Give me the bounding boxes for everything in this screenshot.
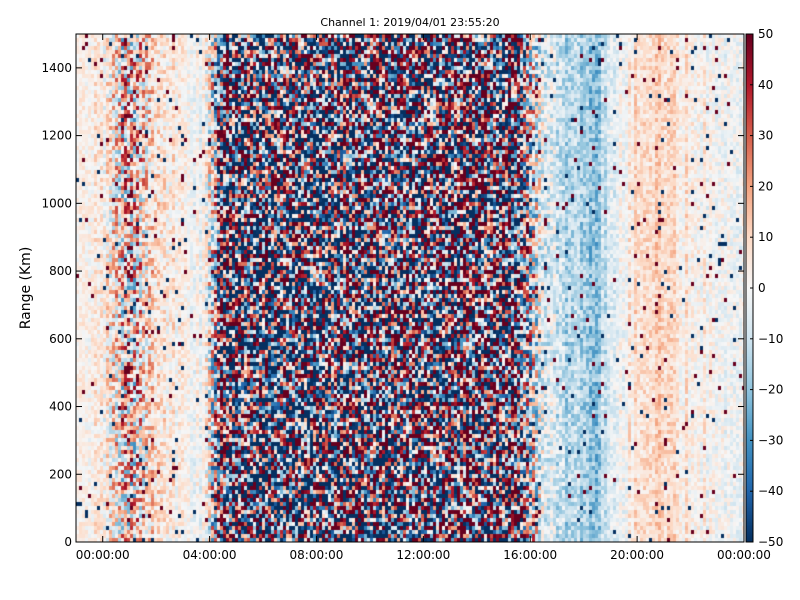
colorbar-tick-label: −50 xyxy=(758,535,783,549)
colorbar-tick-label: 40 xyxy=(758,78,773,92)
colorbar-tick-label: 20 xyxy=(758,179,773,193)
colorbar-tick-label: −40 xyxy=(758,484,783,498)
plot-frame xyxy=(75,33,745,543)
x-tick-label: 04:00:00 xyxy=(183,548,237,562)
colorbar-tick-label: 10 xyxy=(758,230,773,244)
y-tick-label: 600 xyxy=(49,332,72,346)
y-tick-label: 800 xyxy=(49,264,72,278)
colorbar-tick-label: 30 xyxy=(758,129,773,143)
y-tick-label: 0 xyxy=(64,535,72,549)
y-axis-ticks: 0 200 400 600 800 1000 1200 1400 xyxy=(41,61,744,549)
x-tick-label: 00:00:00 xyxy=(717,548,771,562)
colorbar-tick-label: 50 xyxy=(758,27,773,41)
x-tick-label: 20:00:00 xyxy=(610,548,664,562)
y-tick-label: 400 xyxy=(49,400,72,414)
y-tick-label: 1000 xyxy=(41,196,72,210)
colorbar-tick-label: −20 xyxy=(758,383,783,397)
y-tick-label: 1200 xyxy=(41,129,72,143)
colorbar-tick-label: −10 xyxy=(758,332,783,346)
chart-title: Channel 1: 2019/04/01 23:55:20 xyxy=(320,16,500,29)
axes-frame xyxy=(75,33,754,543)
colorbar-ticks: −50 −40 −30 −20 −10 0 10 20 30 40 50 xyxy=(750,27,783,549)
y-tick-label: 1400 xyxy=(41,61,72,75)
x-tick-label: 16:00:00 xyxy=(503,548,557,562)
colorbar xyxy=(746,34,753,542)
y-tick-label: 200 xyxy=(49,467,72,481)
x-tick-label: 00:00:00 xyxy=(76,548,130,562)
x-tick-label: 12:00:00 xyxy=(396,548,450,562)
colorbar-tick-label: −30 xyxy=(758,433,783,447)
x-tick-label: 08:00:00 xyxy=(290,548,344,562)
x-axis-ticks: 00:00:00 04:00:00 08:00:00 12:00:00 16:00:00… xyxy=(76,34,771,562)
colorbar-tick-label: 0 xyxy=(758,281,766,295)
heatmap-plot xyxy=(76,34,744,542)
